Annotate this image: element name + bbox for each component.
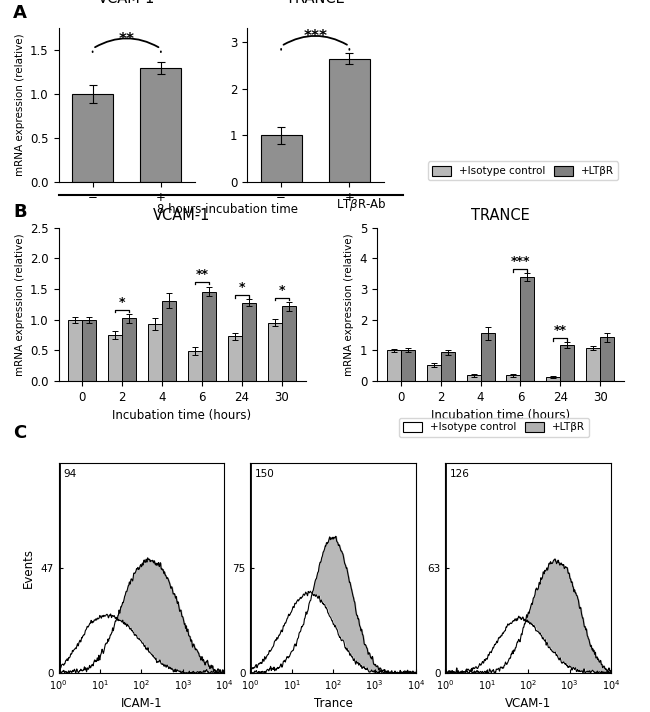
Y-axis label: mRNA expression (relative): mRNA expression (relative) (14, 233, 25, 376)
X-axis label: Trance: Trance (314, 697, 352, 710)
Text: B: B (13, 203, 27, 221)
Bar (521, 278, 534, 381)
X-axis label: Incubation time (hours): Incubation time (hours) (431, 409, 570, 422)
Text: **: ** (119, 32, 135, 47)
Bar (242, 303, 255, 381)
Bar (72, 94, 113, 182)
Bar (427, 365, 441, 381)
Bar (480, 333, 495, 381)
X-axis label: Incubation time (hours): Incubation time (hours) (112, 409, 252, 422)
Bar (600, 337, 614, 381)
Title: VCAM-1: VCAM-1 (98, 0, 155, 6)
X-axis label: ICAM-1: ICAM-1 (120, 697, 162, 710)
Text: ***: *** (304, 29, 327, 44)
Text: *: * (119, 296, 125, 309)
Bar (140, 68, 181, 182)
Text: C: C (13, 424, 26, 442)
Bar (387, 350, 401, 381)
Text: 150: 150 (255, 469, 275, 479)
Bar (109, 335, 122, 381)
Bar (401, 350, 415, 381)
Bar (467, 375, 480, 381)
Bar (441, 352, 455, 381)
Bar (560, 345, 574, 381)
Text: *: * (278, 284, 285, 297)
Bar (506, 375, 521, 381)
Text: **: ** (196, 268, 209, 281)
Bar (162, 300, 176, 381)
Text: ***: *** (511, 256, 530, 268)
Text: 8 hours incubation time: 8 hours incubation time (157, 203, 298, 216)
Bar (227, 336, 242, 381)
Bar (83, 320, 96, 381)
Bar (268, 323, 281, 381)
Bar (261, 135, 302, 182)
Bar (68, 320, 83, 381)
Title: TRANCE: TRANCE (286, 0, 344, 6)
Bar (281, 306, 296, 381)
Y-axis label: Events: Events (22, 548, 35, 588)
Text: A: A (13, 4, 27, 22)
Title: VCAM-1: VCAM-1 (153, 207, 211, 223)
Text: *: * (239, 281, 245, 295)
Bar (586, 348, 600, 381)
Bar (122, 318, 136, 381)
Text: 94: 94 (64, 469, 77, 479)
Legend: +Isotype control, +LTβR: +Isotype control, +LTβR (428, 162, 618, 180)
Text: **: ** (554, 325, 567, 337)
Y-axis label: mRNA expression (relative): mRNA expression (relative) (344, 233, 354, 376)
Y-axis label: mRNA expression (relative): mRNA expression (relative) (14, 33, 25, 177)
Bar (148, 324, 162, 381)
Bar (188, 351, 202, 381)
Title: TRANCE: TRANCE (471, 207, 530, 223)
Bar (329, 58, 370, 182)
X-axis label: VCAM-1: VCAM-1 (505, 697, 551, 710)
Bar (546, 377, 560, 381)
Legend: +Isotype control, +LTβR: +Isotype control, +LTβR (399, 418, 589, 436)
Text: 126: 126 (450, 469, 470, 479)
Text: LT$\beta$R-Ab: LT$\beta$R-Ab (336, 197, 387, 214)
Bar (202, 291, 216, 381)
